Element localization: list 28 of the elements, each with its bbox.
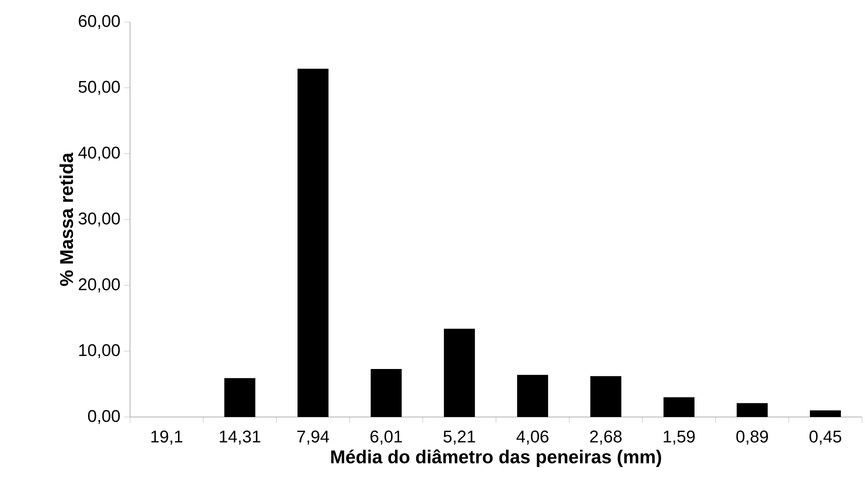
x-tick-label: 0,45 (810, 430, 842, 445)
y-tick-label: 50,00 (78, 80, 120, 95)
y-axis-title: % Massa retida (60, 152, 74, 286)
x-tick-label: 2,68 (590, 430, 622, 445)
x-tick-label: 19,1 (151, 430, 182, 445)
bar (370, 368, 402, 417)
y-tick-label: 40,00 (78, 146, 120, 161)
bar (736, 403, 768, 417)
bar (517, 374, 548, 417)
x-tick-label: 6,01 (370, 430, 402, 445)
bar (224, 378, 256, 417)
bar (590, 376, 622, 417)
x-axis-title: Média do diâmetro das peneiras (mm) (331, 449, 662, 468)
y-tick-label: 0,00 (88, 410, 120, 424)
x-tick-label: 5,21 (444, 430, 476, 445)
x-tick-label: 1,59 (664, 430, 695, 445)
x-tick-label: 4,06 (516, 430, 548, 445)
x-tick-label: 14,31 (220, 430, 260, 445)
y-tick-label: 10,00 (79, 344, 120, 358)
y-tick-label: 60,00 (78, 14, 120, 30)
bar (810, 410, 841, 417)
y-tick-label: 20,00 (78, 278, 120, 292)
bar (444, 328, 475, 417)
x-tick-label: 7,94 (297, 430, 330, 445)
x-tick-label: 0,89 (736, 430, 768, 445)
bar (664, 397, 695, 417)
bar (298, 68, 329, 417)
y-tick-label: 30,00 (78, 212, 120, 227)
